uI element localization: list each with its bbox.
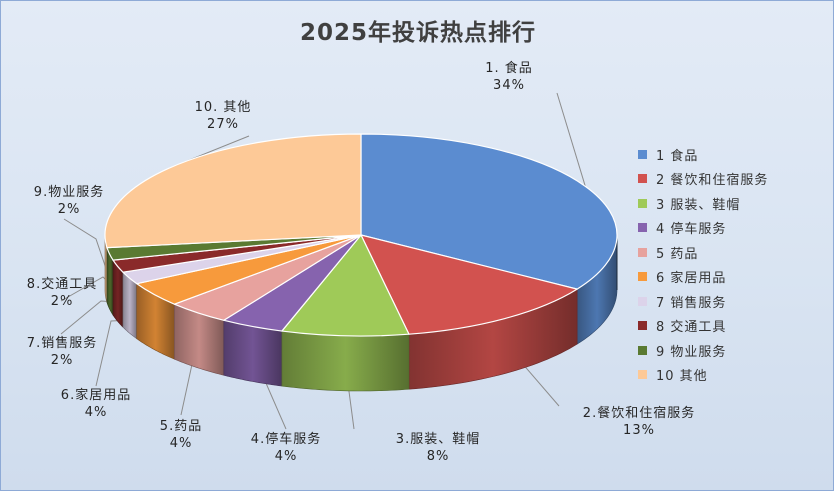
legend-item: 10 其他: [638, 363, 768, 388]
slice-label-percent: 8%: [426, 449, 450, 464]
slice-label-percent: 34%: [493, 78, 525, 93]
legend-label: 7 销售服务: [656, 295, 727, 311]
legend-item: 9 物业服务: [638, 338, 768, 363]
slice-label: 2.餐饮和住宿服务 13%: [554, 405, 724, 439]
slice-label-percent: 4%: [84, 405, 108, 420]
slice-label: 4.停车服务 4%: [236, 431, 336, 465]
legend-item: 8 交通工具: [638, 314, 768, 339]
legend-label: 4 停车服务: [656, 222, 727, 238]
slice-label-name: 10. 其他: [194, 100, 252, 115]
slice-label: 7.销售服务 2%: [7, 335, 117, 369]
pie-slice: [360, 133, 618, 290]
legend-swatch: [638, 321, 647, 331]
slice-label: 8.交通工具 2%: [7, 276, 117, 310]
pie-slice: [281, 234, 410, 337]
legend-label: 3 服装、鞋帽: [656, 197, 741, 213]
slice-label-percent: 2%: [57, 202, 81, 217]
slice-label-percent: 13%: [623, 423, 655, 438]
legend-item: 4 停车服务: [638, 216, 768, 241]
slice-label: 5.药品 4%: [146, 418, 216, 452]
slice-label-percent: 4%: [169, 436, 193, 451]
chart-title: 2025年投诉热点排行: [299, 20, 536, 46]
slice-label-name: 8.交通工具: [26, 277, 98, 292]
legend-swatch: [638, 198, 647, 208]
legend-label: 9 物业服务: [656, 344, 727, 360]
legend-swatch: [638, 272, 647, 282]
pie-slice: [360, 234, 578, 335]
legend-item: 2 餐饮和住宿服务: [638, 167, 768, 192]
legend-swatch: [638, 296, 647, 306]
leader-line: [63, 218, 110, 279]
slice-label-name: 9.物业服务: [33, 185, 105, 200]
legend-item: 6 家居用品: [638, 265, 768, 290]
slice-label: 6.家居用品 4%: [41, 387, 151, 421]
legend-label: 5 药品: [656, 246, 699, 262]
legend-item: 5 药品: [638, 240, 768, 265]
legend-swatch: [638, 174, 647, 184]
legend-label: 1 食品: [656, 148, 699, 164]
slice-label-percent: 27%: [207, 117, 239, 132]
slice-label-name: 7.销售服务: [26, 336, 98, 351]
legend-label: 8 交通工具: [656, 320, 727, 336]
slice-label-name: 3.服装、鞋帽: [395, 432, 481, 447]
legend-swatch: [638, 223, 647, 233]
slice-label-percent: 2%: [50, 294, 74, 309]
leader-line: [556, 92, 586, 187]
pie-sides: [104, 234, 618, 392]
slice-label-name: 6.家居用品: [60, 388, 132, 403]
legend-label: 2 餐饮和住宿服务: [656, 173, 769, 189]
legend-swatch: [638, 345, 647, 355]
slice-label-name: 2.餐饮和住宿服务: [582, 406, 696, 421]
slice-label: 1. 食品 34%: [469, 60, 549, 94]
legend-item: 7 销售服务: [638, 289, 768, 314]
legend-swatch: [638, 370, 647, 380]
legend-swatch: [638, 247, 647, 257]
legend-swatch: [638, 149, 647, 159]
pie-slice: [104, 133, 362, 249]
slice-label: 9.物业服务 2%: [14, 184, 124, 218]
legend-item: 1 食品: [638, 142, 768, 167]
slice-label-name: 4.停车服务: [250, 432, 322, 447]
slice-label-percent: 2%: [50, 353, 74, 368]
slice-label-name: 1. 食品: [485, 61, 533, 76]
legend-item: 3 服装、鞋帽: [638, 191, 768, 216]
pie-tops: [104, 133, 618, 337]
slice-label-percent: 4%: [274, 449, 298, 464]
pie-slice-side: [281, 330, 410, 392]
slice-label: 3.服装、鞋帽 8%: [373, 431, 503, 465]
slice-label: 10. 其他 27%: [178, 99, 268, 133]
legend-label: 6 家居用品: [656, 271, 727, 287]
legend-label: 10 其他: [656, 369, 708, 385]
slice-label-name: 5.药品: [159, 419, 203, 434]
legend: 1 食品 2 餐饮和住宿服务 3 服装、鞋帽 4 停车服务 5 药品 6 家居用…: [638, 142, 768, 387]
